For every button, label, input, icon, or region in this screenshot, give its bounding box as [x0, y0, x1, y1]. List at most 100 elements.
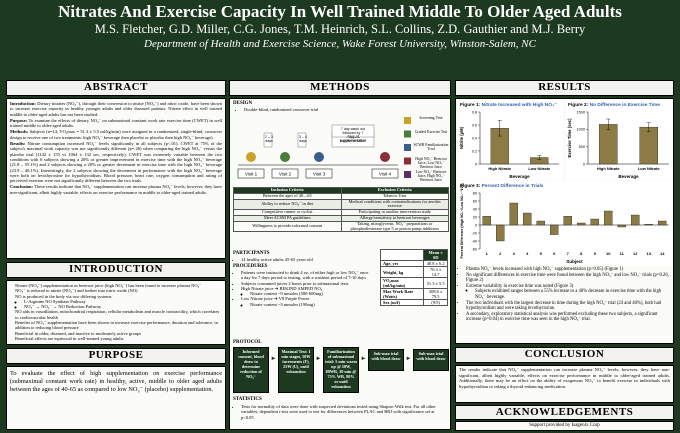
protocol-label: PROTOCOL [233, 340, 262, 345]
acknowledgements-box: Support provided by Isagenix Corp [455, 421, 674, 431]
x-tick-label: 5 [540, 251, 543, 256]
legend-wrap: SCWR Familiarization Trial [414, 143, 449, 151]
figure: Figure 3: Percent Difference in Trials -6… [458, 181, 673, 265]
paragraph-text: Dietary nitrates (NO₃⁻), through their c… [10, 101, 223, 117]
y-tick-label: 60 [473, 199, 477, 203]
design-list: Double-blind, randomized crossover trial [236, 107, 384, 112]
section-heading: ABSTRACT [6, 80, 226, 96]
bar [577, 222, 586, 226]
paragraph-label: Results: [10, 141, 26, 147]
x-tick-label: 2 [499, 251, 502, 256]
y-axis-label: Nitrite (μM) [459, 126, 464, 149]
y-tick-label: 0 [583, 162, 585, 166]
section-heading: CONCLUSION [455, 347, 674, 363]
table-cell: Ability to reduce NO₃⁻ in diet [233, 198, 342, 211]
figure-title-text: No Difference in Exercise Time [590, 102, 661, 108]
figure-label: Figure 2: [568, 102, 589, 108]
legend-wrap: High NO₃⁻ Beetroot Juice, Low NO₃⁻ Beetr… [415, 157, 446, 169]
x-tick-label: Low Nitrate [638, 166, 661, 171]
legend-text: Low NO₃⁻ Beetroot Juice, High NO₃⁻ Beetr… [415, 170, 447, 183]
table-cell: Taking, nitroglycerin, NO₃⁻ preparations… [340, 220, 449, 233]
x-tick-label: 1 [486, 251, 489, 256]
bar [509, 202, 518, 226]
x-tick-label: 14 [660, 251, 665, 256]
bar [590, 218, 599, 226]
interval-line: days [265, 139, 273, 143]
bullet: Benefits of NO₃⁻ supplementation have be… [15, 320, 223, 331]
paragraph-label: Conclusion: [10, 184, 34, 190]
table-row: Weight, kg 70.3 ± 14.7 [379, 266, 448, 278]
figure: Figure 2: No Difference in Exercise Time… [566, 100, 673, 180]
visit-label: Visit 1 [245, 172, 258, 177]
table-cell: Max Work Rate (Watts) [379, 288, 425, 300]
visit-label: Visit 2 [279, 172, 292, 177]
bullet-text: Nitrate (NO₃⁻) supplementation as beetro… [15, 283, 202, 288]
table-cell: Between the ages of 40—65 [233, 192, 342, 200]
bullet-text: Tests for normality of data were done wi… [241, 404, 436, 420]
protocol-step: Maximal Test: 1 min stages, 50W incremen… [278, 347, 314, 393]
table-row: Between the ages of 40—65 Tobacco User [233, 192, 449, 200]
design-label: DESIGN [233, 101, 253, 106]
criteria-table: Inclusion Criteria Exclusion Criteria Betw… [233, 187, 449, 233]
visit-icon [246, 152, 256, 162]
bullet-text: Benefits of NO₃⁻ supplementation have be… [15, 320, 218, 331]
legend-text: Graded Exercise Test [414, 129, 448, 134]
x-tick-label: High Nitrate [597, 166, 620, 171]
interval-label: 2 – 3 days [265, 135, 273, 143]
bullet: High Nitrate juice ➔ BEKIND AMPED NO₃Nit… [241, 286, 371, 297]
bullet: NO is produced in the body via two diffe… [15, 294, 223, 310]
bullet: Subjects consumed juices 2 hours prior t… [241, 281, 371, 286]
bullet: NO aids in vasodilation, mitochondrial r… [15, 309, 223, 320]
abstract-paragraph: Introduction: Dietary nitrates (NO₃⁻), t… [10, 101, 222, 117]
y-tick-label: 500 [579, 145, 585, 149]
table-header-row: Inclusion Criteria Exclusion Criteria [233, 187, 449, 194]
bullet-text: Beneficial effects are equivocal in well… [15, 335, 124, 341]
table-cell: Allergy/sensitivity to beetroot beverage… [340, 215, 449, 222]
y-tick-label: 20 [473, 215, 477, 219]
protocol-step: Familiarization of submaximal trial: 5 m… [323, 347, 359, 393]
x-tick-label: 6 [553, 251, 556, 256]
interval-label: 3 – 4 days [299, 135, 307, 143]
sub-list: Subjects exhibited ranges between a 55% … [466, 289, 670, 300]
results-list: Plasma NO₂⁻ levels increased with high N… [458, 267, 672, 323]
section-heading: RESULTS [455, 80, 674, 96]
protocol-step: Sub-max trial with blood draw [413, 349, 449, 371]
bullet: Tests for normality of data were done wi… [241, 404, 445, 420]
visit-box [237, 168, 265, 179]
results-box: Figure 1: Nitrate Increased with High NO… [455, 98, 674, 344]
y-tick-label: 0.8 [472, 110, 477, 114]
bullet-list: Nitrate (NO₃⁻) supplementation as beetro… [7, 283, 225, 341]
procedures: Patients were instructed to drink 4 oz. … [233, 270, 373, 307]
section-heading: PURPOSE [6, 348, 226, 364]
bullet-text: Beneficial in older, diseased, and inact… [15, 330, 142, 336]
legend-icon [404, 144, 411, 151]
bullet-text: A secondary, exploratory statistical ana… [466, 311, 658, 323]
arrow: ► [360, 356, 367, 362]
abstract-paragraph: Results: Nitrate consumption increased N… [10, 141, 222, 183]
table-row: Max Work Rate (Watts) 308.6 ± 79.5 [379, 288, 448, 300]
table-row: Ability to reduce NO₃⁻ in diet Medical co… [233, 198, 449, 211]
figure-title: Figure 3: Percent Difference in Trials [460, 183, 544, 189]
protocol-step: Sub-max trial with blood draw [368, 349, 404, 371]
bullet-list: Plasma NO₂⁻ levels increased with high N… [458, 267, 672, 323]
bullet-text: The two individuals with the largest dec… [466, 300, 661, 312]
title: Nitrates And Exercise Capacity In Well T… [58, 2, 622, 21]
paragraph-text: Subjects (n=14, VO₂max = 51.3 ± 5.5 ml/k… [10, 129, 223, 140]
error-bar [646, 122, 651, 132]
sub-list: Nitrate content ~9 mmoles (580-600mg) [241, 291, 371, 296]
legend-icon [404, 130, 411, 138]
bullet-list: 14 healthy active adults 45-65 years old [233, 257, 383, 262]
visit-icon [280, 152, 290, 162]
table-row: Meet ACSM PA guidelines Allergy/sensitivi… [233, 215, 449, 222]
figure-title-text: Percent Difference in Trials [482, 183, 544, 189]
legend-text: Screening Visit [419, 116, 443, 120]
bullet-text: High Nitrate juice ➔ BEKIND AMPED NO₃ [241, 285, 323, 291]
bullet-text: NO aids in vasodilation, mitochondrial r… [15, 309, 220, 320]
visit-box [371, 168, 399, 179]
table-header: Exclusion Criteria [340, 187, 449, 194]
interval-line: 2 – 3 [265, 135, 273, 139]
interval-line: supplementation [340, 138, 366, 142]
visit-icon [314, 152, 324, 162]
conclusion-text: The results indicate that NO₃⁻ supplemen… [459, 367, 670, 389]
bar [563, 216, 572, 226]
